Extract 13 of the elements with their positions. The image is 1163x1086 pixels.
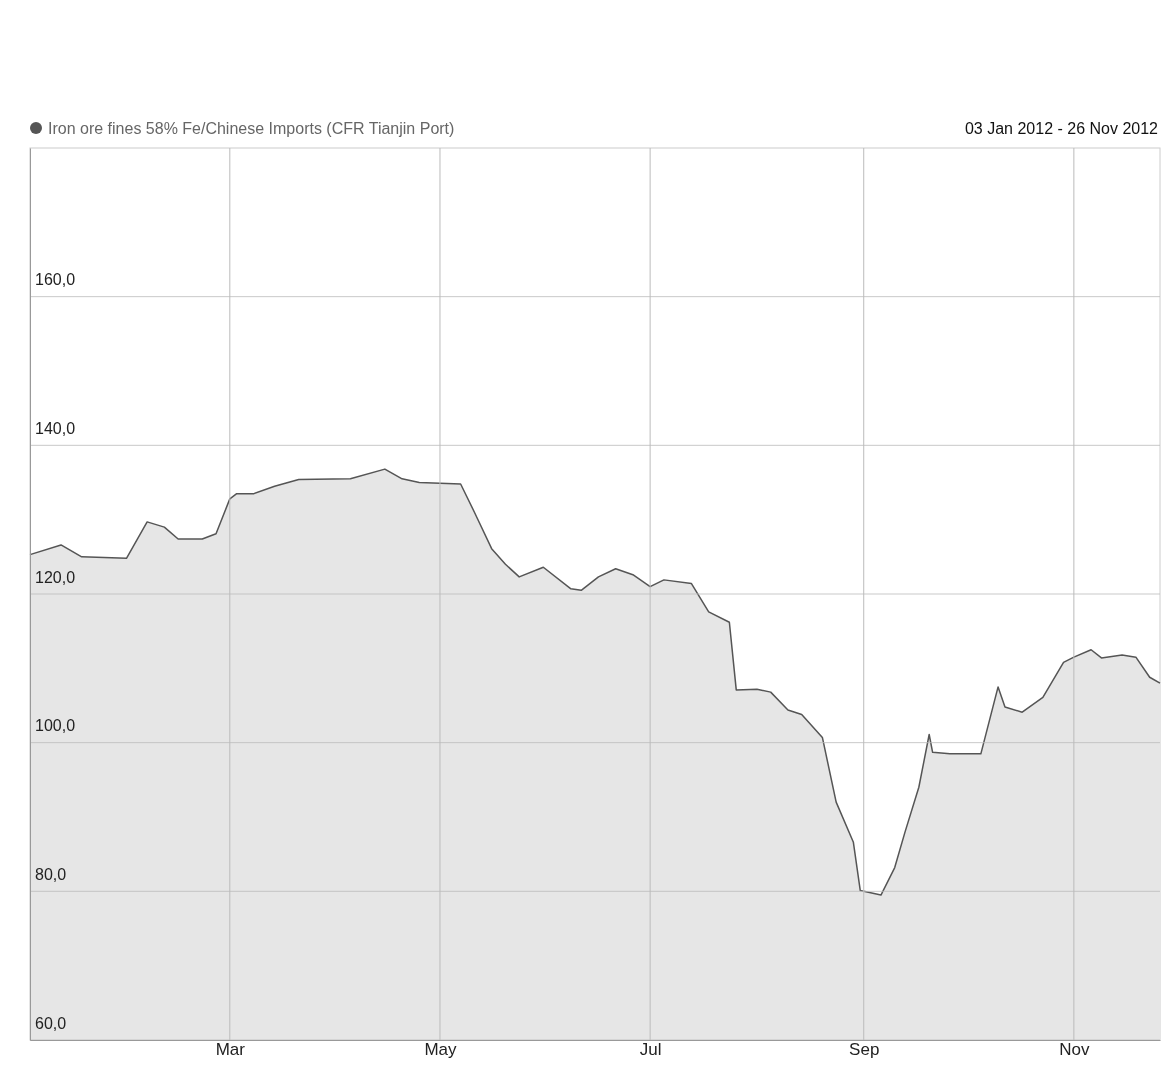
legend-label: Iron ore fines 58% Fe/Chinese Imports (CFR Tianjin Port) [48,120,455,137]
x-tick-label: Jul [639,1040,662,1059]
text: 03 Jan 2012 - 26 Nov 2012 [964,120,1159,137]
x-tick-label: Sep [849,1040,880,1059]
x-tick-label: Nov [1059,1040,1090,1059]
y-tick-label: 80,0 [35,865,67,883]
y-tick-label: 140,0 [35,419,76,437]
x-tick-label: May [424,1040,458,1059]
y-tick-label: 100,0 [35,717,76,735]
x-tick-label: Mar [215,1040,246,1059]
y-tick-label: 160,0 [35,271,76,289]
y-tick-label: 60,0 [35,1014,67,1032]
y-tick-label: 120,0 [35,568,76,586]
